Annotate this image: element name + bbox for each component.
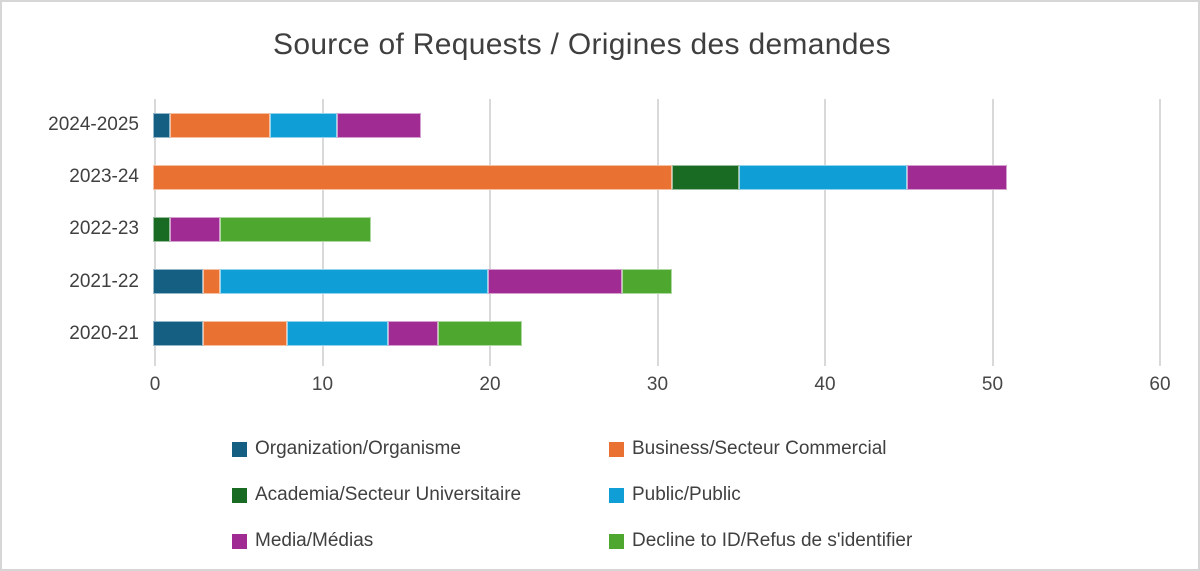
bar-segment-decline-to-id — [622, 269, 673, 295]
bar-segment-business — [169, 112, 271, 138]
x-axis-tick-label: 10 — [311, 374, 334, 395]
gridline — [1159, 99, 1161, 366]
bar-segment-organization — [153, 269, 204, 295]
legend-label: Public/Public — [632, 484, 741, 505]
gridline — [824, 99, 826, 366]
bar-track — [153, 321, 1158, 347]
bar-track — [153, 216, 1158, 242]
legend-swatch — [609, 533, 624, 549]
x-axis: 0 10 20 30 40 50 60 — [2, 374, 1198, 400]
bar-segment-public — [287, 321, 388, 347]
bar-row: 2024-2025 — [2, 99, 1198, 151]
legend-swatch — [232, 441, 247, 457]
category-label: 2022-23 — [69, 218, 139, 240]
bar-segment-public — [270, 112, 338, 138]
bar-segment-public — [739, 164, 907, 190]
legend-item: Business/Secteur Commercial — [609, 438, 912, 460]
bar-track — [153, 269, 1158, 295]
bar-segment-media — [387, 321, 438, 347]
bar-row: 2023-24 — [2, 151, 1198, 203]
bar-segment-organization — [153, 112, 170, 138]
bar-row: 2020-21 — [2, 308, 1198, 360]
category-label: 2023-24 — [69, 166, 139, 188]
bar-segment-decline-to-id — [220, 216, 371, 242]
gridline — [656, 99, 659, 366]
legend-label: Academia/Secteur Universitaire — [255, 484, 522, 505]
gridline — [489, 99, 491, 366]
bar-segment-decline-to-id — [437, 321, 522, 347]
legend-swatch — [609, 441, 624, 457]
bar-segment-public — [220, 269, 488, 295]
legend-swatch — [232, 487, 247, 503]
plot-area: 2024-2025 2023-24 2022-23 2021-22 2020-21 — [2, 99, 1198, 366]
bar-row: 2022-23 — [2, 203, 1198, 255]
bar-segment-business — [203, 269, 220, 295]
bar-segment-academia — [153, 216, 170, 242]
legend-item: Decline to ID/Refus de s'identifier — [609, 530, 912, 552]
bar-segment-media — [337, 112, 421, 138]
bar-segment-business — [203, 321, 287, 347]
legend-item: Public/Public — [609, 484, 912, 506]
legend: Organization/Organisme Business/Secteur C… — [232, 438, 912, 552]
x-axis-tick-label: 30 — [646, 374, 669, 395]
bar-segment-media — [169, 216, 220, 242]
category-label: 2020-21 — [69, 322, 139, 344]
legend-item: Media/Médias — [232, 530, 609, 552]
bar-segment-media — [488, 269, 622, 295]
chart-title: Source of Requests / Origines des demand… — [273, 28, 891, 61]
bar-segment-business — [153, 164, 673, 190]
legend-label: Business/Secteur Commercial — [632, 438, 887, 459]
bar-segment-organization — [153, 321, 204, 347]
legend-label: Media/Médias — [255, 530, 374, 551]
x-axis-tick-label: 50 — [981, 374, 1004, 395]
legend-item: Organization/Organisme — [232, 438, 609, 460]
gridline — [991, 99, 994, 366]
x-axis-tick-label: 0 — [149, 374, 161, 395]
legend-swatch — [609, 487, 624, 503]
bar-segment-media — [906, 164, 1008, 190]
x-axis-tick-label: 20 — [479, 374, 501, 395]
legend-item: Academia/Secteur Universitaire — [232, 484, 609, 506]
legend-swatch — [232, 533, 247, 549]
category-label: 2024-2025 — [48, 114, 139, 136]
bar-row: 2021-22 — [2, 256, 1198, 308]
bar-track — [153, 164, 1158, 190]
bar-track — [153, 112, 1158, 138]
bar-segment-academia — [672, 164, 740, 190]
x-axis-tick-label: 40 — [814, 374, 836, 395]
x-axis-tick-label: 60 — [1149, 374, 1171, 395]
legend-label: Organization/Organisme — [255, 438, 461, 459]
category-label: 2021-22 — [69, 270, 139, 292]
legend-label: Decline to ID/Refus de s'identifier — [632, 530, 913, 551]
